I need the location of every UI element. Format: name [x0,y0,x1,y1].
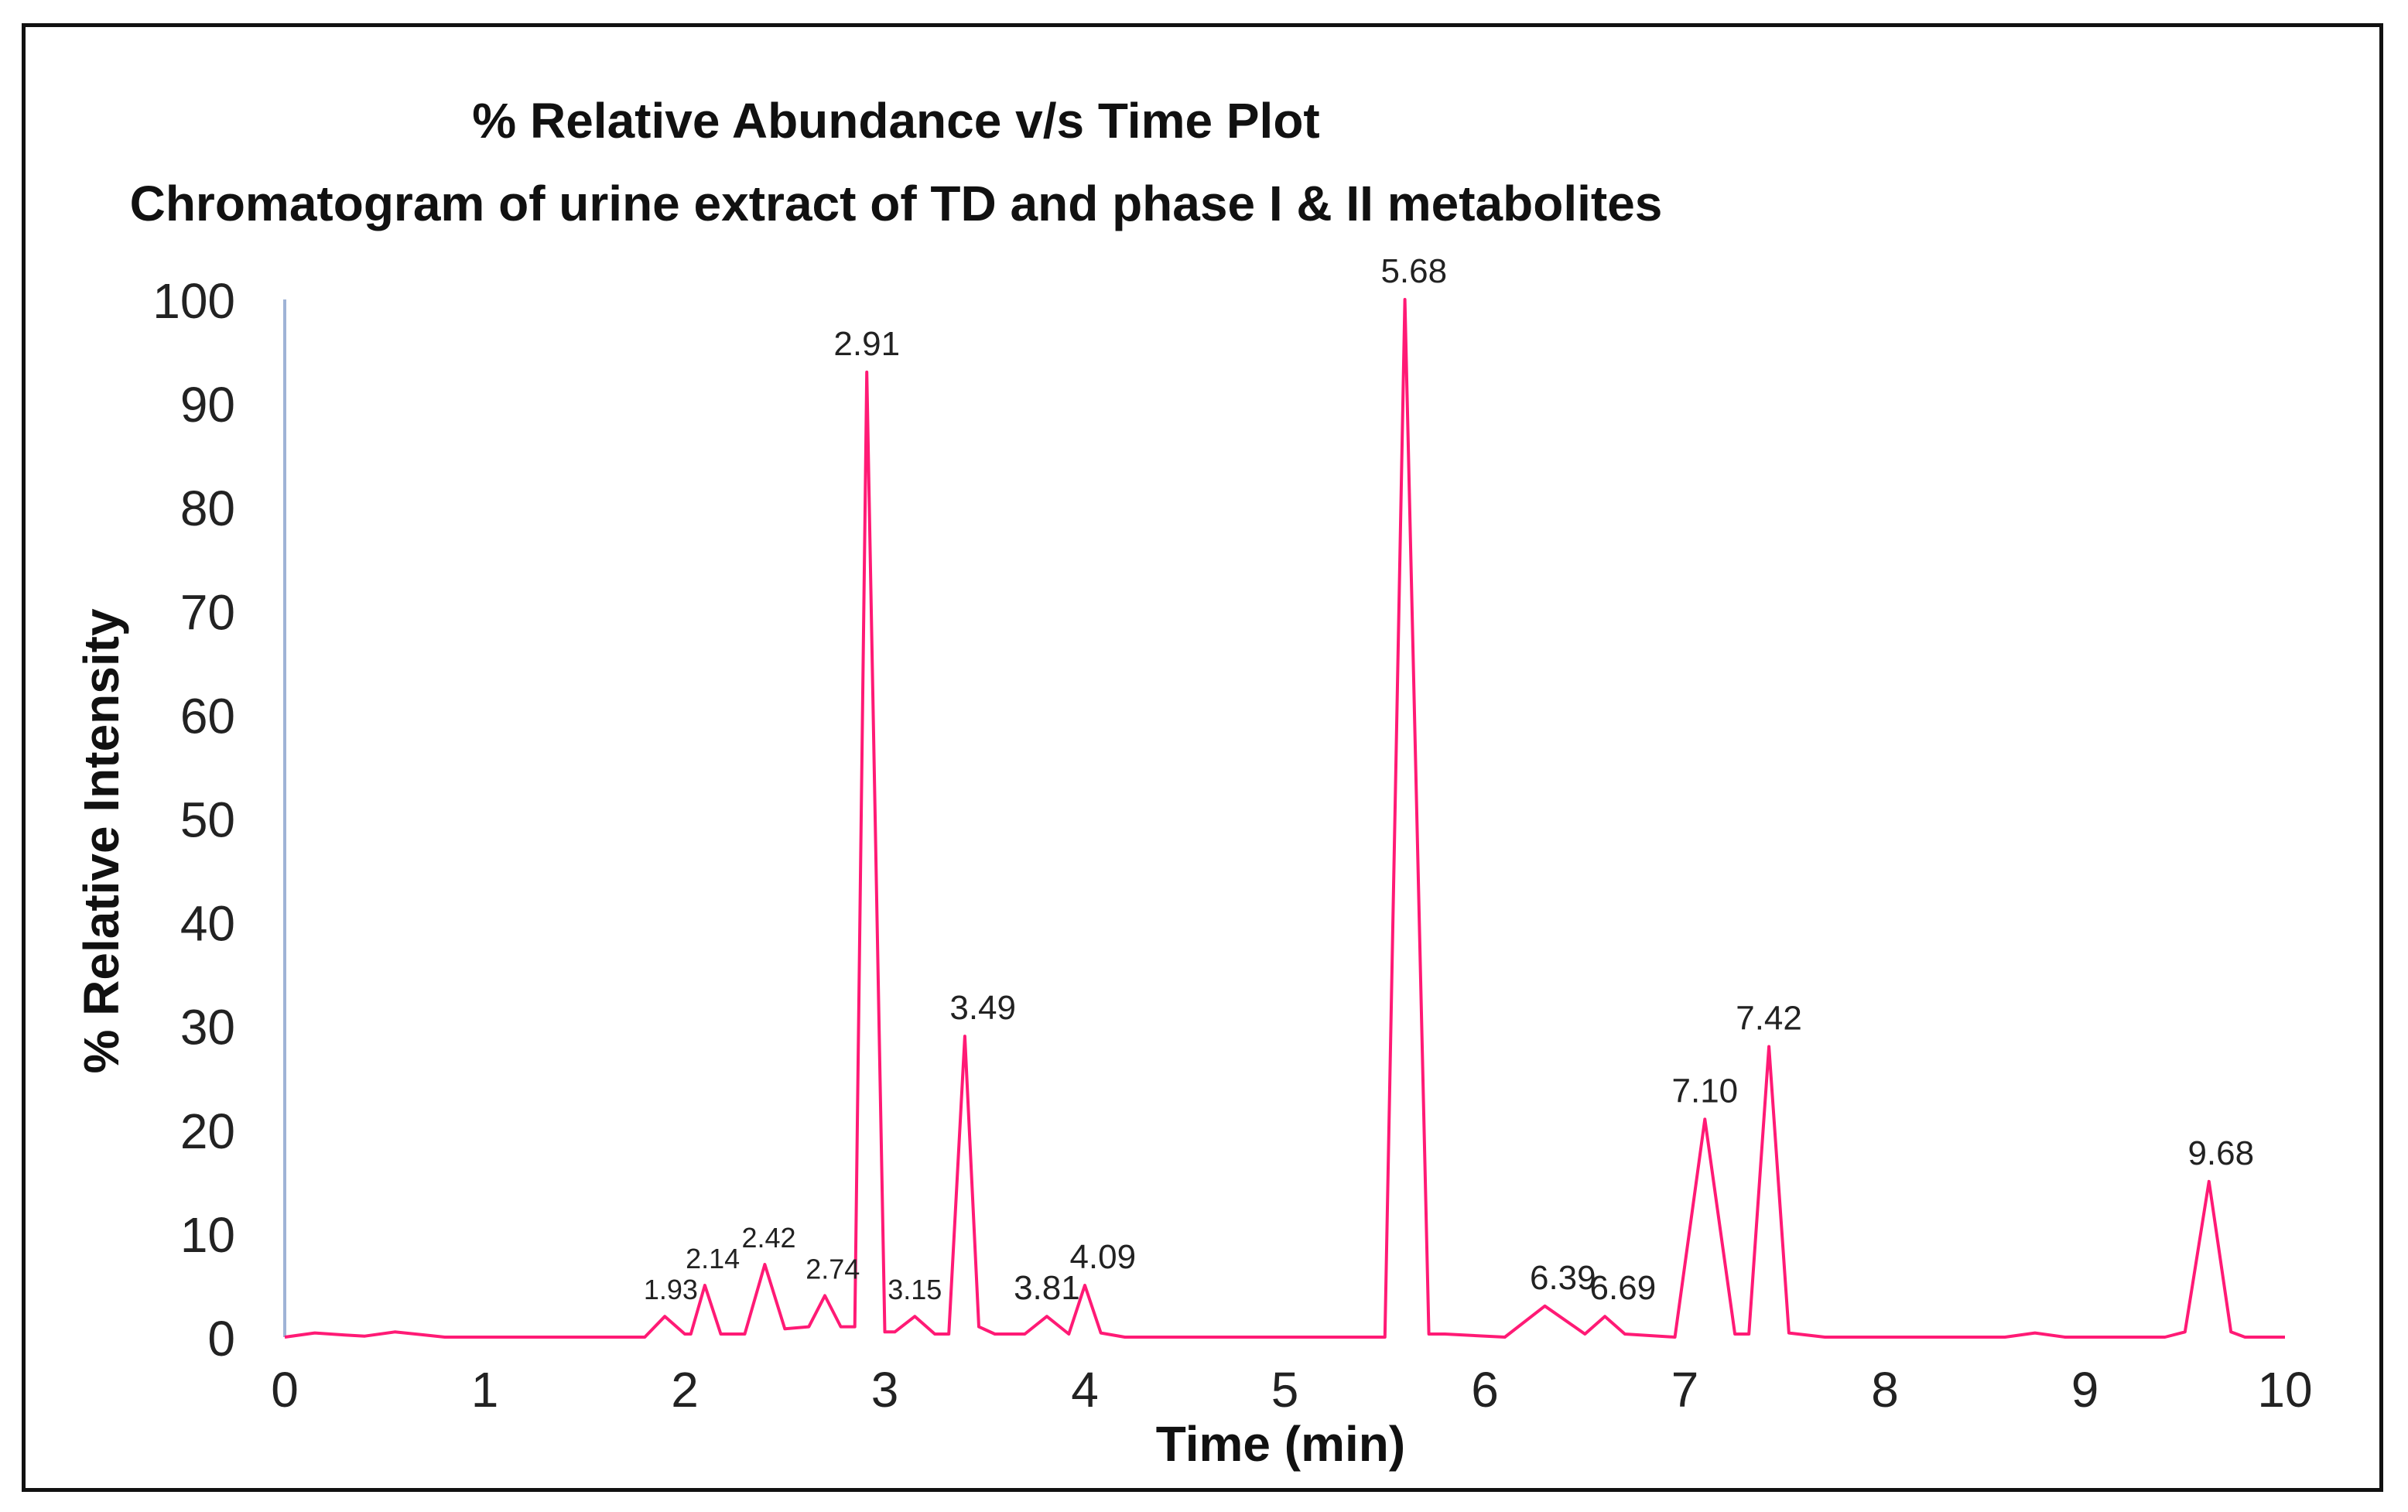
chart-frame: % Relative Abundance v/s Time Plot Chrom… [22,23,2383,1492]
y-tick-label: 0 [207,1311,235,1367]
peak-label: 3.49 [949,989,1016,1027]
y-tick-label: 40 [180,896,235,952]
peak-label: 2.42 [742,1222,796,1254]
peak-label: 4.09 [1069,1238,1136,1276]
peak-label: 2.91 [833,325,900,363]
peak-label: 9.68 [2187,1134,2254,1172]
chart-title: % Relative Abundance v/s Time Plot [472,93,1319,149]
x-tick-labels: 0 1 2 3 4 5 6 7 8 9 10 [271,1362,2312,1418]
y-tick-label: 30 [180,1000,235,1055]
x-tick-label: 2 [671,1362,699,1418]
x-tick-label: 5 [1271,1362,1299,1418]
peak-label: 2.14 [686,1243,740,1274]
x-tick-label: 7 [1671,1362,1699,1418]
x-tick-label: 1 [471,1362,499,1418]
x-axis-label: Time (min) [1156,1416,1405,1472]
x-tick-label: 10 [2257,1362,2312,1418]
x-tick-label: 9 [2071,1362,2099,1418]
y-tick-labels: 0 10 20 30 40 50 60 70 80 90 100 [152,273,235,1367]
x-tick-label: 4 [1071,1362,1099,1418]
peak-label: 7.42 [1736,1000,1802,1038]
peak-label: 6.39 [1530,1259,1596,1297]
peak-label: 1.93 [644,1274,698,1305]
y-axis-label: % Relative Intensity [74,608,129,1074]
chromatogram-chart: % Relative Abundance v/s Time Plot Chrom… [74,93,2313,1472]
chart-subtitle: Chromatogram of urine extract of TD and … [130,176,1663,231]
y-tick-label: 90 [180,377,235,433]
peak-label: 5.68 [1380,252,1447,290]
peak-label: 2.74 [806,1253,860,1285]
y-tick-label: 100 [152,273,235,329]
y-tick-label: 70 [180,584,235,640]
y-tick-label: 20 [180,1103,235,1159]
peak-label: 3.15 [888,1274,942,1305]
peak-labels: 1.932.142.42 2.74 2.91 3.15 3.49 3.814.09 5.68… [644,252,2254,1307]
x-tick-label: 8 [1871,1362,1899,1418]
peak-label: 7.10 [1672,1072,1739,1110]
x-tick-label: 0 [271,1362,299,1418]
y-tick-label: 50 [180,792,235,848]
y-tick-label: 60 [180,688,235,744]
peak-label: 3.81 [1014,1269,1080,1307]
peak-label: 6.69 [1590,1269,1657,1307]
x-tick-label: 3 [871,1362,899,1418]
x-tick-label: 6 [1471,1362,1499,1418]
y-tick-label: 10 [180,1207,235,1263]
y-tick-label: 80 [180,481,235,536]
chromatogram-series-line [284,298,2285,1339]
